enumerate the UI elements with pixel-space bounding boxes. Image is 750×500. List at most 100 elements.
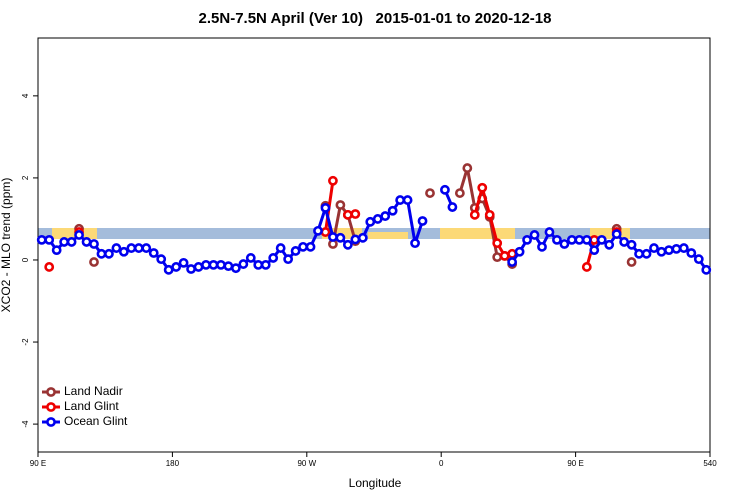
point: [104, 248, 114, 259]
point: [589, 245, 600, 256]
point: [492, 238, 503, 249]
point: [89, 239, 99, 249]
point: [372, 214, 383, 224]
point: [656, 246, 667, 257]
point: [230, 263, 241, 274]
point: [693, 254, 704, 265]
point: [320, 227, 331, 237]
point: [395, 195, 406, 205]
point: [193, 262, 204, 272]
point: [671, 243, 682, 254]
point: [492, 252, 503, 263]
point: [477, 182, 488, 193]
point: [290, 246, 301, 256]
legend-marker: [46, 417, 56, 427]
point: [342, 209, 353, 220]
point: [581, 234, 592, 245]
point: [223, 261, 234, 272]
point: [350, 209, 361, 219]
point: [686, 248, 697, 258]
point: [298, 241, 308, 252]
point: [634, 248, 644, 259]
y-tick-label: -4: [21, 420, 30, 428]
point: [59, 237, 70, 247]
point: [201, 259, 211, 270]
point: [514, 246, 525, 257]
point: [611, 229, 622, 240]
point: [507, 257, 518, 267]
point: [454, 188, 465, 198]
point: [619, 237, 630, 247]
point: [350, 234, 361, 245]
point: [641, 248, 652, 259]
point: [208, 259, 219, 270]
point: [664, 245, 674, 256]
y-tick-label: 0: [21, 257, 30, 262]
point: [357, 232, 368, 243]
point: [328, 175, 338, 186]
point: [313, 225, 323, 236]
point: [596, 234, 607, 245]
point: [447, 202, 458, 212]
point: [559, 239, 570, 249]
chart-title: 2.5N-7.5N April (Ver 10) 2015-01-01 to 2…: [199, 10, 552, 27]
point: [380, 211, 391, 221]
plot-frame: [37, 37, 711, 453]
point: [626, 257, 637, 267]
point: [36, 234, 47, 245]
land-band: [590, 228, 630, 239]
point: [245, 253, 256, 263]
point: [81, 237, 92, 247]
point: [499, 250, 510, 261]
point: [417, 216, 428, 226]
point: [440, 184, 450, 195]
legend-label: Ocean Glint: [64, 414, 128, 428]
point: [649, 243, 659, 253]
y-axis-label: XCO2 - MLO trend (ppm): [0, 178, 13, 313]
point: [163, 264, 174, 275]
point: [342, 239, 353, 250]
x-tick-label: 90 W: [297, 459, 316, 468]
point: [537, 241, 547, 252]
point: [156, 254, 167, 265]
point: [529, 230, 540, 240]
point: [678, 243, 689, 253]
y-tick-label: 4: [21, 93, 30, 98]
point: [118, 246, 129, 257]
point: [44, 234, 55, 245]
point: [462, 163, 473, 173]
x-tick-label: 90 E: [567, 459, 583, 468]
x-tick-label: 90 E: [30, 459, 46, 468]
point: [574, 234, 585, 245]
legend-label: Land Nadir: [64, 384, 123, 398]
point: [387, 205, 398, 216]
point: [260, 259, 271, 270]
point: [402, 195, 413, 205]
point: [410, 238, 420, 249]
point: [581, 262, 592, 272]
legend-marker: [46, 402, 56, 412]
point: [253, 259, 264, 270]
point: [425, 188, 435, 198]
point: [74, 230, 84, 240]
point: [141, 243, 152, 253]
point: [275, 243, 286, 253]
point: [552, 234, 562, 245]
x-axis-label: Longitude: [349, 476, 402, 490]
point: [566, 234, 577, 245]
legend-marker: [46, 387, 56, 397]
land-band: [368, 232, 408, 239]
point: [335, 200, 346, 210]
point: [365, 216, 376, 227]
point: [604, 239, 615, 250]
point: [328, 232, 338, 242]
x-tick-label: 0: [439, 459, 444, 468]
point: [96, 248, 107, 259]
point: [522, 234, 532, 245]
point: [133, 243, 144, 253]
land-band: [440, 228, 515, 239]
point: [171, 262, 182, 272]
point: [320, 202, 331, 213]
point: [44, 262, 55, 272]
